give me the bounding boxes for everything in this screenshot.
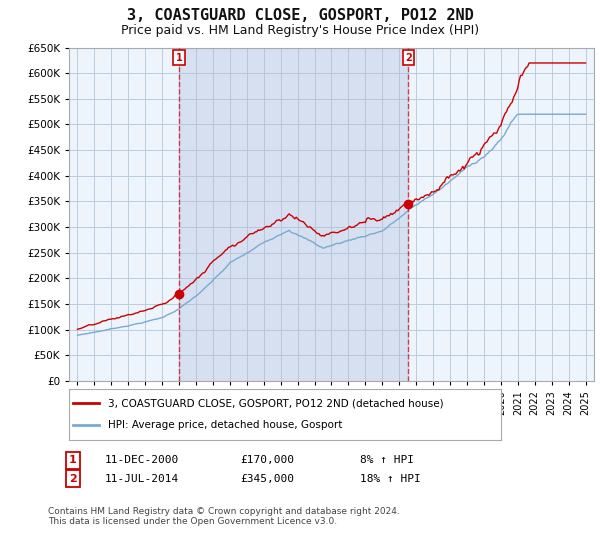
Text: 1: 1 (69, 455, 77, 465)
Text: 3, COASTGUARD CLOSE, GOSPORT, PO12 2ND (detached house): 3, COASTGUARD CLOSE, GOSPORT, PO12 2ND (… (108, 398, 443, 408)
Text: 2: 2 (405, 53, 412, 63)
Text: 3, COASTGUARD CLOSE, GOSPORT, PO12 2ND: 3, COASTGUARD CLOSE, GOSPORT, PO12 2ND (127, 8, 473, 24)
Text: Price paid vs. HM Land Registry's House Price Index (HPI): Price paid vs. HM Land Registry's House … (121, 24, 479, 36)
Text: £345,000: £345,000 (240, 474, 294, 484)
Text: HPI: Average price, detached house, Gosport: HPI: Average price, detached house, Gosp… (108, 421, 342, 431)
Text: 18% ↑ HPI: 18% ↑ HPI (360, 474, 421, 484)
Bar (179, 48, 409, 381)
Text: 11-DEC-2000: 11-DEC-2000 (105, 455, 179, 465)
Text: 8% ↑ HPI: 8% ↑ HPI (360, 455, 414, 465)
Text: Contains HM Land Registry data © Crown copyright and database right 2024.
This d: Contains HM Land Registry data © Crown c… (48, 507, 400, 526)
Text: 11-JUL-2014: 11-JUL-2014 (105, 474, 179, 484)
Text: £170,000: £170,000 (240, 455, 294, 465)
Text: 2: 2 (69, 474, 77, 484)
Text: 1: 1 (176, 53, 182, 63)
